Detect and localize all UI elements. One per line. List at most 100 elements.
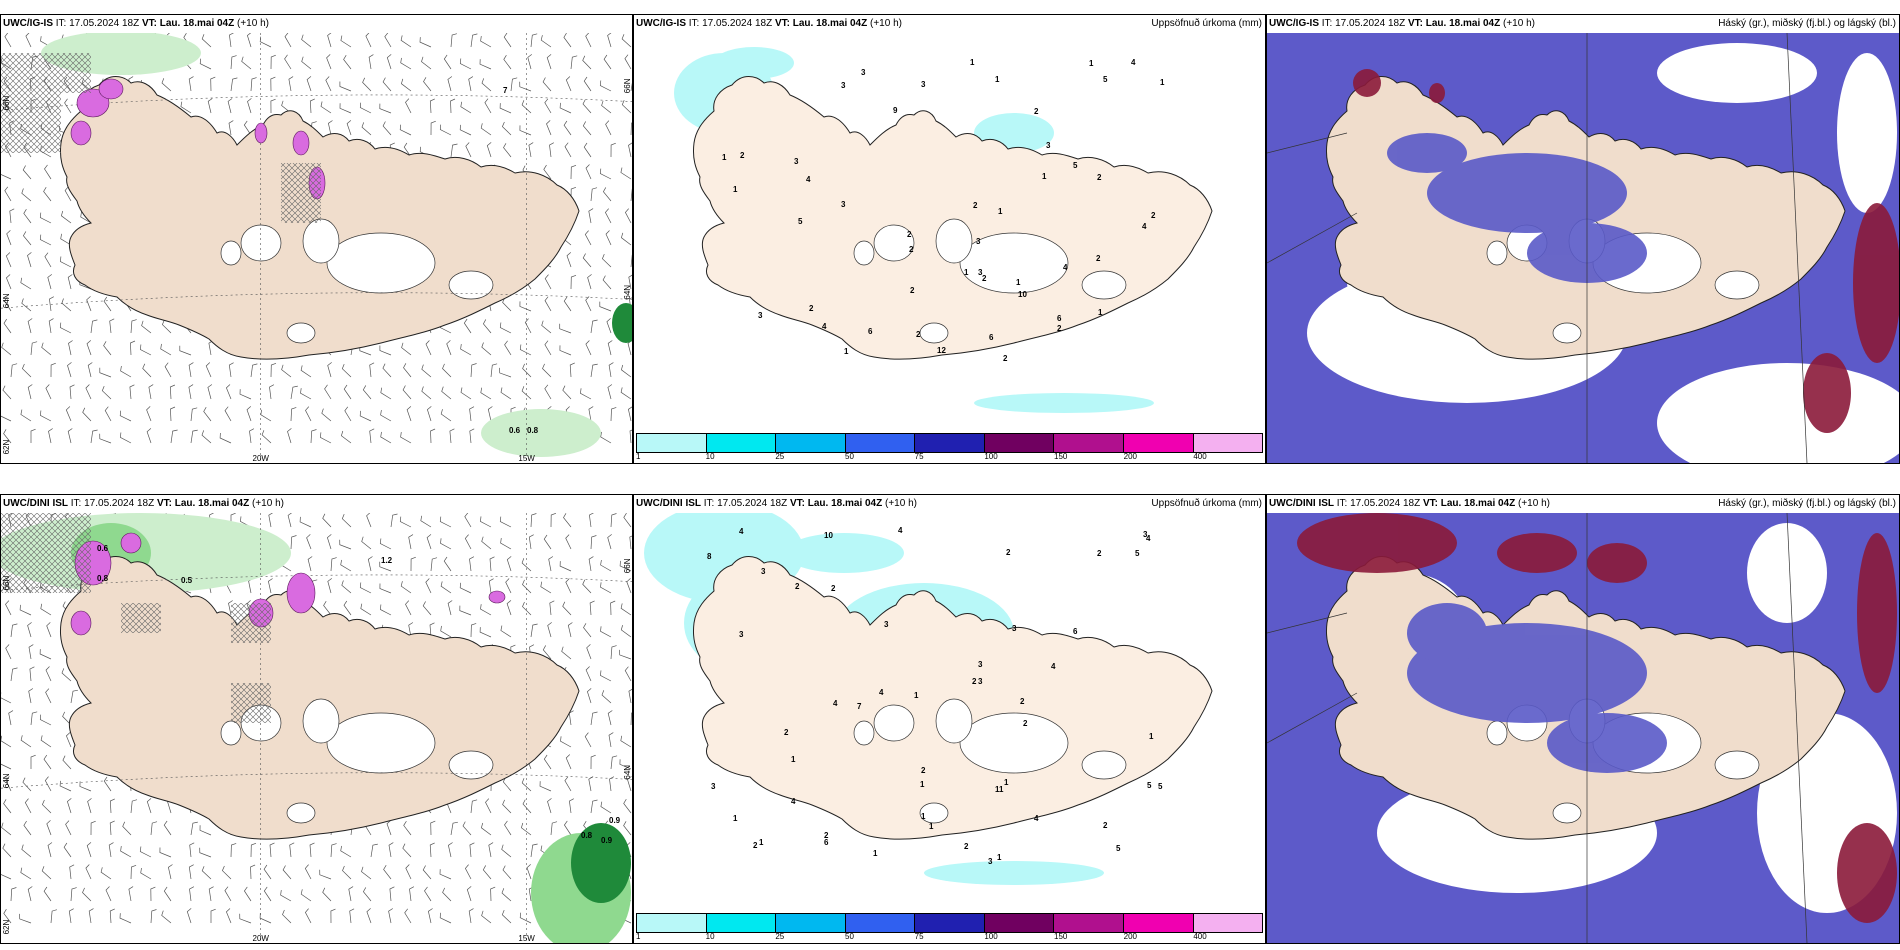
precip-value-label: 6 bbox=[824, 838, 829, 847]
lat-lon-grid bbox=[1, 513, 632, 943]
colorbar-label: 1 bbox=[636, 932, 641, 941]
it-value: 17.05.2024 18Z bbox=[84, 498, 155, 509]
precip-value-label: 4 bbox=[791, 797, 796, 806]
lat-label-64n-right: 64N bbox=[623, 285, 632, 300]
precip-value-label: 1 bbox=[1089, 59, 1094, 68]
precip-value-label: 3 bbox=[1143, 530, 1148, 539]
cloud-map bbox=[1267, 33, 1899, 463]
colorbar-labels: 1 10 25 50 75 100 150 200 400 bbox=[636, 452, 1263, 463]
lat-label-66n: 66N bbox=[2, 576, 11, 591]
lead-time: (+10 h) bbox=[1518, 498, 1550, 509]
colorbar-label: 25 bbox=[775, 452, 785, 461]
precip-value-label: 3 bbox=[758, 311, 763, 320]
high-cloud-area bbox=[1803, 353, 1851, 433]
vt-value: Lau. 18.mai 04Z bbox=[159, 18, 235, 29]
high-cloud-area bbox=[1429, 83, 1445, 103]
colorbar-label: 400 bbox=[1193, 932, 1207, 941]
precip-value-label: 4 bbox=[898, 526, 903, 535]
precip-value-label: 1 bbox=[791, 755, 796, 764]
it-label: IT: bbox=[1336, 498, 1348, 509]
glacier-area bbox=[1081, 750, 1127, 780]
precip-value-label: 1 bbox=[970, 58, 975, 67]
precip-value-label: 2 bbox=[753, 841, 758, 850]
colorbar-swatches bbox=[636, 913, 1263, 933]
colorbar-label: 25 bbox=[775, 932, 785, 941]
colorbar-label: 200 bbox=[1123, 452, 1138, 461]
colorbar-swatch bbox=[1193, 434, 1263, 452]
precip-value-label: 4 bbox=[1146, 534, 1151, 543]
precip-value-label: 3 bbox=[988, 857, 993, 866]
glacier-area bbox=[1486, 240, 1508, 266]
precip-value-label: 5 bbox=[1158, 782, 1163, 791]
precip-value-label: 1 bbox=[921, 812, 926, 821]
colorbar-label: 10 bbox=[705, 932, 715, 941]
region-boundaries bbox=[1267, 33, 1808, 463]
wind-value-label: 7 bbox=[503, 86, 508, 95]
strong-wind-cell bbox=[488, 590, 506, 604]
panel-title: Háský (gr.), miðský (fj.bl.) og lágský (… bbox=[1718, 498, 1896, 509]
precip-value-label: 3 bbox=[978, 268, 983, 277]
precip-value-label: 1 bbox=[722, 153, 727, 162]
precip-value-label: 1 bbox=[1149, 732, 1154, 741]
precip-value-label: 2 bbox=[1151, 211, 1156, 220]
vt-value: Lau. 18.mai 04Z bbox=[1425, 18, 1501, 29]
precip-value-label: 12 bbox=[937, 346, 946, 355]
glacier-area bbox=[959, 232, 1069, 294]
glacier-area bbox=[1714, 750, 1760, 780]
precip-value-label: 1 bbox=[1016, 278, 1021, 287]
precip-value-label: 3 bbox=[761, 567, 766, 576]
vt-label: VT: bbox=[774, 18, 790, 29]
strong-wind-cell bbox=[254, 122, 268, 144]
high-cloud-area bbox=[1587, 543, 1647, 583]
precip-value-label: 7 bbox=[857, 702, 862, 711]
precip-value-label: 2 bbox=[784, 728, 789, 737]
colorbar-swatch bbox=[1123, 914, 1194, 932]
precip-value-label: 4 bbox=[879, 688, 884, 697]
lon-label-20w: 20W bbox=[253, 934, 270, 943]
lon-label-20w: 20W bbox=[253, 454, 270, 463]
precip-value-label: 2 bbox=[1020, 697, 1025, 706]
precip-map: 1324103454321412236781143262314211254251… bbox=[634, 513, 1265, 913]
colorbar-swatch bbox=[637, 434, 707, 452]
model-name: UWC/IG-IS bbox=[3, 18, 53, 29]
glacier-area bbox=[959, 712, 1069, 774]
colorbar-label: 200 bbox=[1123, 932, 1138, 941]
hatched-area bbox=[1, 53, 61, 153]
precip-value-label: 2 bbox=[1097, 173, 1102, 182]
panel-title: Háský (gr.), miðský (fj.bl.) og lágský (… bbox=[1718, 18, 1896, 29]
precip-value-label: 5 bbox=[1135, 549, 1140, 558]
vt-label: VT: bbox=[1407, 18, 1423, 29]
high-cloud-areas bbox=[1297, 513, 1897, 923]
colorbar-swatch bbox=[1123, 434, 1194, 452]
colorbar-swatch bbox=[776, 914, 846, 932]
glacier-area bbox=[220, 240, 242, 266]
precip-value-label: 11 bbox=[995, 785, 1004, 794]
colorbar-swatch bbox=[845, 434, 916, 452]
wind-value-label: 0.6 bbox=[97, 544, 109, 553]
precip-value-label: 1 bbox=[733, 814, 738, 823]
panel-header: UWC/IG-IS IT: 17.05.2024 18Z VT: Lau. 18… bbox=[1267, 15, 1899, 33]
it-value: 17.05.2024 18Z bbox=[1350, 498, 1421, 509]
lat-label-62n: 62N bbox=[2, 440, 11, 455]
colorbar-swatch bbox=[776, 434, 846, 452]
colorbar-swatch bbox=[984, 434, 1055, 452]
precip-value-label: 1 bbox=[920, 780, 925, 789]
precip-value-label: 4 bbox=[1063, 263, 1068, 272]
wind-value-label: 0.8 bbox=[581, 831, 593, 840]
precip-value-label: 2 bbox=[907, 230, 912, 239]
model-name: UWC/DINI ISL bbox=[1269, 498, 1334, 509]
precip-value-label: 3 bbox=[1046, 141, 1051, 150]
glacier-area bbox=[1714, 270, 1760, 300]
colorbar-label: 150 bbox=[1054, 932, 1068, 941]
clear-area bbox=[1657, 43, 1817, 103]
precip-value-label: 2 bbox=[972, 677, 977, 686]
precip-value-label: 3 bbox=[739, 630, 744, 639]
precip-value-label: 10 bbox=[824, 531, 833, 540]
precip-value-label: 2 bbox=[1023, 719, 1028, 728]
precip-value-label: 4 bbox=[1131, 58, 1136, 67]
panel-title: Uppsöfnuð úrkoma (mm) bbox=[1151, 18, 1262, 29]
strong-wind-cell bbox=[286, 572, 316, 614]
mid-cloud-area bbox=[1407, 603, 1487, 663]
precip-value-label: 3 bbox=[794, 157, 799, 166]
